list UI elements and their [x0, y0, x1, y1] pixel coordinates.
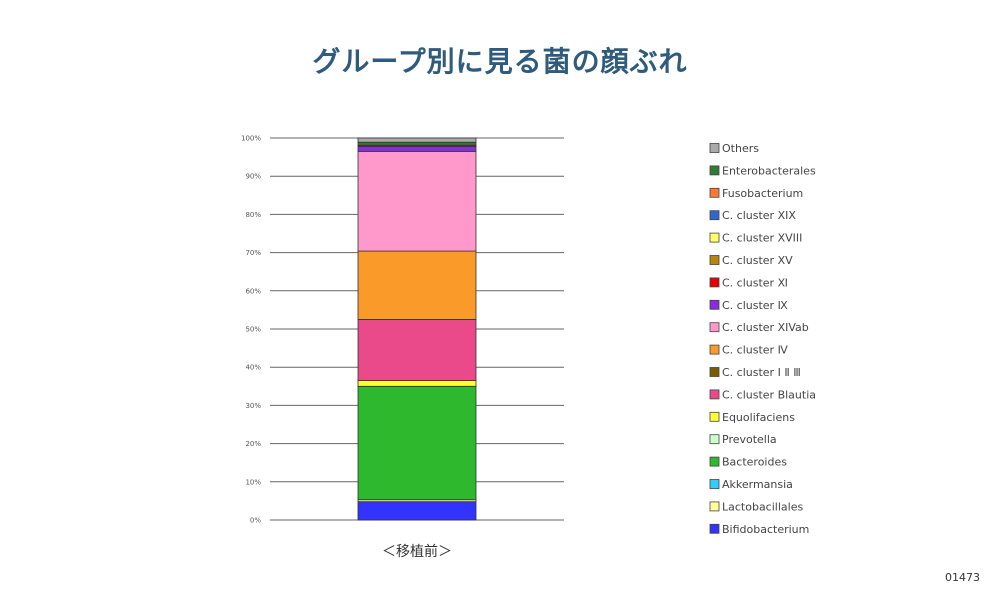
legend-swatch [709, 255, 720, 265]
legend-label: C. cluster Ⅰ Ⅱ Ⅲ [722, 366, 801, 379]
legend-swatch [709, 344, 720, 355]
legend-swatch [709, 187, 720, 198]
legend-label: C. cluster XIVab [722, 321, 809, 334]
page-title: グループ別に見る菌の顔ぶれ [312, 45, 688, 78]
document-number: 01473 [945, 571, 980, 584]
bar-segments [357, 137, 477, 521]
legend-swatch [709, 210, 720, 221]
bar-segment [357, 385, 477, 501]
y-tick-label: 40% [245, 364, 261, 372]
y-tick-label: 30% [245, 402, 261, 410]
legend-swatch [709, 277, 720, 288]
legend-swatch [709, 523, 720, 534]
y-tick-label: 100% [241, 135, 261, 143]
legend-label: C. cluster Ⅳ [722, 344, 789, 357]
y-tick-label: 0% [250, 517, 261, 525]
legend-label: C. cluster XV [722, 254, 793, 267]
legend-swatch [709, 456, 720, 467]
y-tick-label: 50% [245, 326, 261, 334]
y-tick-label: 80% [245, 211, 261, 219]
y-tick-label: 20% [245, 440, 261, 448]
y-tick-label: 70% [245, 249, 261, 257]
bar-segment [357, 141, 477, 146]
y-tick-label: 90% [245, 173, 261, 181]
bar-segment [357, 380, 477, 387]
legend-swatch [709, 367, 720, 377]
legend-label: Equolifaciens [722, 411, 795, 424]
legend-label: C. cluster Ⅺ [722, 276, 788, 289]
legend-label: Bifidobacterium [722, 523, 809, 536]
legend-label: Fusobacterium [722, 187, 803, 200]
legend-label: C. cluster Ⅸ [722, 299, 788, 312]
legend-label: Bacteroides [722, 456, 787, 469]
x-category-label: ＜移植前＞ [382, 543, 452, 560]
bar-segment [357, 319, 477, 381]
bar-segment [357, 137, 477, 143]
x-axis-categories: ＜移植前＞ [382, 543, 452, 560]
legend-swatch [709, 434, 720, 445]
legend-swatch [709, 411, 720, 422]
legend-label: Lactobacillales [722, 500, 803, 513]
legend-swatch [709, 322, 720, 333]
legend-label: C. cluster XVIII [722, 232, 802, 245]
legend: Others Enterobacterales Fusobacterium C. cl… [709, 142, 816, 536]
legend-label: Akkermansia [722, 478, 793, 491]
bar-segment [357, 501, 477, 521]
legend-swatch [709, 299, 720, 310]
legend-swatch [709, 143, 720, 153]
y-tick-label: 10% [245, 478, 261, 486]
y-axis-ticks: 0% 10% 20% 30% 40% 50% 60% 70% 80% 90% 100% [241, 135, 261, 525]
legend-swatch [709, 479, 720, 489]
legend-swatch [709, 501, 720, 512]
legend-swatch [709, 165, 720, 176]
legend-label: C. cluster XIX [722, 209, 796, 222]
legend-label: Others [722, 142, 759, 155]
legend-swatch [709, 232, 720, 243]
y-tick-label: 60% [245, 287, 261, 295]
bar-segment [357, 250, 477, 320]
legend-swatch [709, 389, 720, 400]
legend-label: Prevotella [722, 433, 777, 446]
legend-label: C. cluster Blautia [722, 388, 816, 401]
bar-segment [357, 146, 477, 152]
bar-segment [357, 150, 477, 252]
legend-label: Enterobacterales [722, 164, 816, 177]
